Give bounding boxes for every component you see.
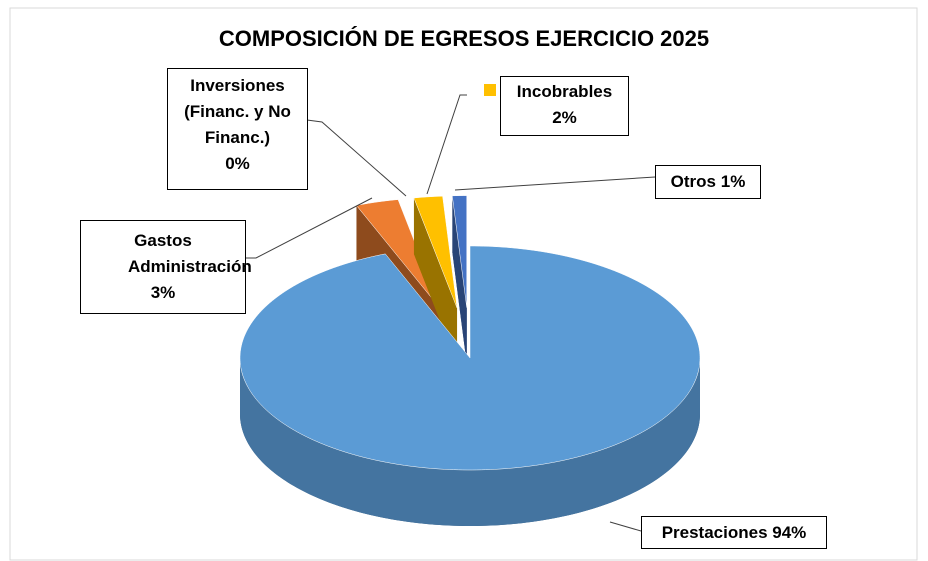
label-value: 0%	[225, 154, 250, 173]
slice	[356, 199, 442, 310]
slice-side	[240, 358, 700, 526]
label-name: Incobrables	[516, 82, 613, 101]
label-name: Gastos Administración	[128, 231, 252, 276]
label-value: 2%	[552, 108, 577, 127]
label-value: 3%	[150, 283, 176, 302]
leader-line	[454, 176, 656, 191]
data-label: Inversiones (Financ. y No Financ.) 0%	[167, 68, 308, 190]
leader-line	[426, 94, 467, 195]
label-name: Prestaciones	[661, 523, 768, 542]
leader-line	[609, 521, 642, 532]
label-value: 1%	[720, 172, 746, 191]
legend-key	[484, 84, 496, 96]
chart-title: COMPOSICIÓN DE EGRESOS EJERCICIO 2025	[219, 26, 709, 51]
data-label: Otros 1%	[655, 165, 761, 199]
data-label: Gastos Administración 3%	[80, 220, 252, 314]
slice	[413, 195, 458, 309]
slice-wall	[413, 197, 458, 364]
label-name: Inversiones (Financ. y No Financ.)	[184, 76, 291, 147]
data-label: Prestaciones 94%	[641, 516, 827, 549]
data-label: Incobrables 2%	[500, 76, 629, 136]
slice-wall	[452, 195, 467, 364]
leader-line	[245, 197, 373, 259]
slice	[239, 245, 701, 471]
label-value: 94%	[772, 523, 807, 542]
label-name: Otros	[670, 172, 717, 191]
pie	[239, 195, 701, 526]
slice	[452, 195, 467, 308]
leader-line	[306, 119, 407, 197]
